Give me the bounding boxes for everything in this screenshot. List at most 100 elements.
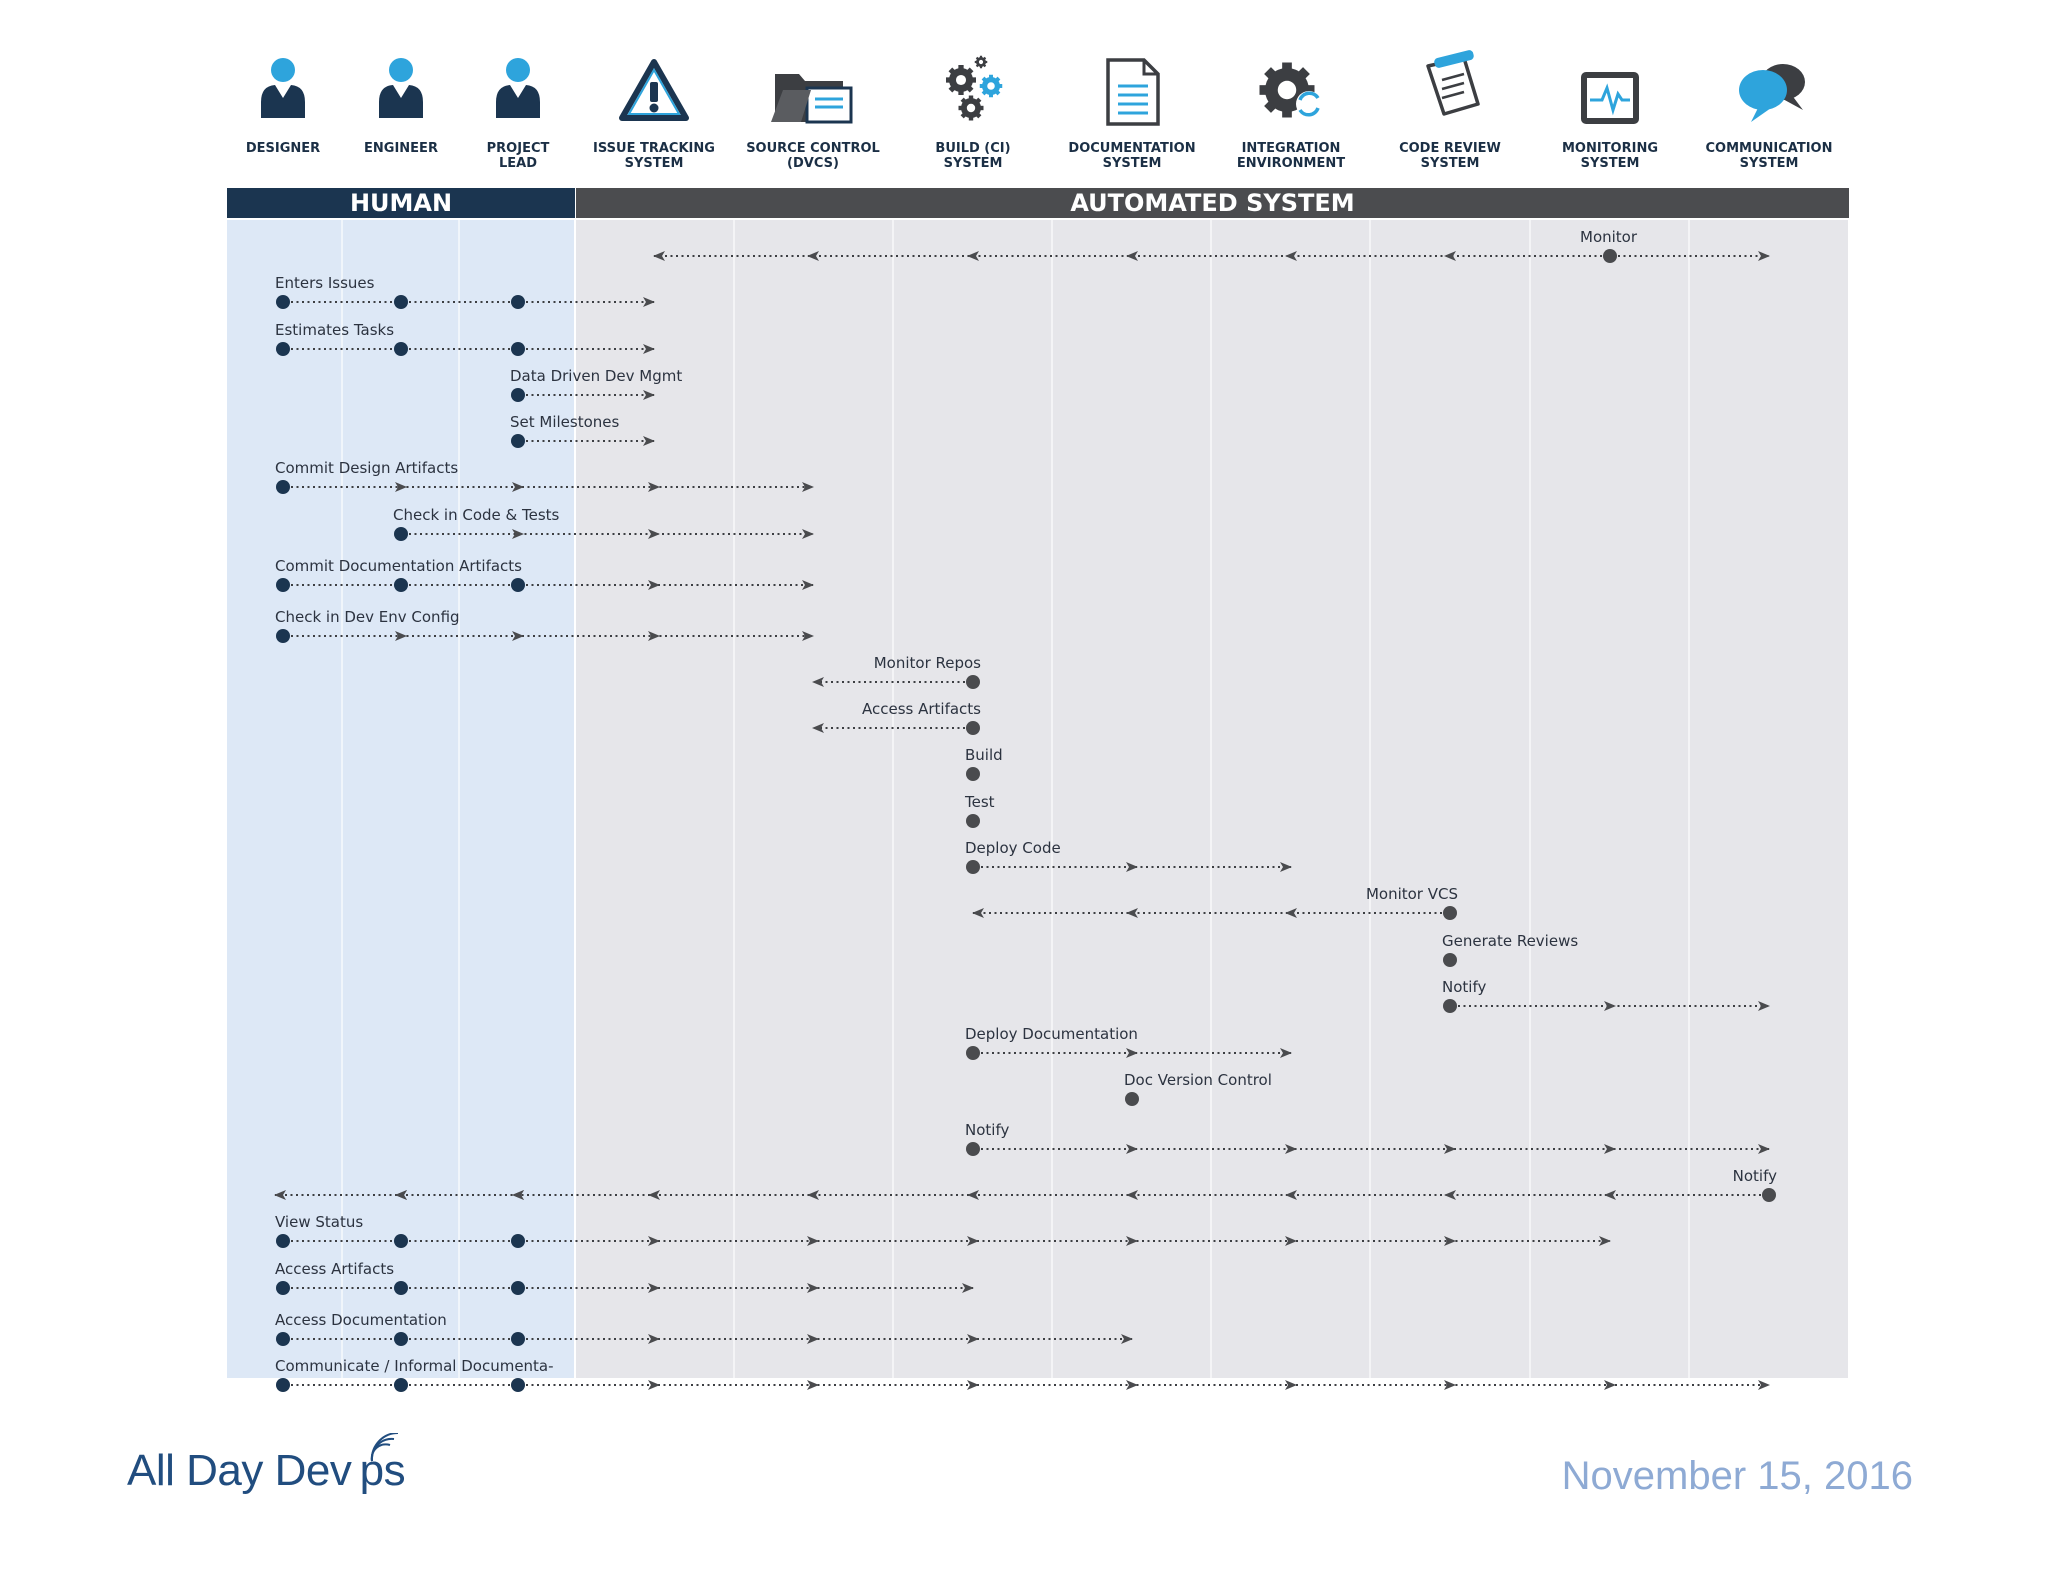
step-dot [966, 814, 980, 828]
step-dot [511, 1234, 525, 1248]
step-dot [1443, 999, 1457, 1013]
folder-icon [771, 74, 853, 124]
actor-label: BUILD (CI) SYSTEM [935, 141, 1011, 171]
flow-arrowhead [648, 1380, 660, 1390]
flow-arrowhead [1285, 1380, 1297, 1390]
flow-arrowhead [1126, 251, 1138, 261]
flow-arrowhead [1604, 1144, 1616, 1154]
actor-label: DESIGNER [245, 141, 321, 156]
step-dot [511, 342, 525, 356]
step-label: Access Documentation [275, 1311, 447, 1329]
flow-arrowhead [967, 1334, 979, 1344]
actor-label: PROJECT LEAD [486, 141, 550, 171]
flow-arrowhead [395, 631, 407, 641]
step-label: Generate Reviews [1442, 932, 1579, 950]
flow-arrowhead [648, 529, 660, 539]
gear-refresh-icon [1259, 62, 1322, 118]
step-dot [511, 1378, 525, 1392]
step-dot [966, 1142, 980, 1156]
step-dot [276, 1234, 290, 1248]
step-label: Set Milestones [510, 413, 620, 431]
person-icon [496, 58, 540, 118]
step-dot [276, 629, 290, 643]
step-label: Enters Issues [275, 274, 375, 292]
step-dot [1603, 249, 1617, 263]
step-label: Notify [965, 1121, 1010, 1139]
step-label: Test [965, 793, 995, 811]
flow-arrowhead [512, 529, 524, 539]
step-dot [394, 1281, 408, 1295]
flow-arrowhead [807, 251, 819, 261]
step-dot [394, 578, 408, 592]
signal-arcs-icon [370, 1433, 399, 1462]
step-label: Access Artifacts [861, 700, 981, 718]
step-dot [394, 1378, 408, 1392]
flow-arrowhead [807, 1236, 819, 1246]
step-dot [1125, 1092, 1139, 1106]
flow-arrowhead [1604, 1380, 1616, 1390]
flow-arrowhead [967, 1380, 979, 1390]
step-dot [511, 1281, 525, 1295]
actor-label: DOCUMENTATION SYSTEM [1068, 141, 1196, 171]
step-label: Monitor [1580, 228, 1638, 246]
step-dot [511, 388, 525, 402]
flow-arrowhead [807, 1334, 819, 1344]
flow-arrowhead [1126, 1380, 1138, 1390]
flow-arrowhead [807, 1380, 819, 1390]
flow-arrowhead [1285, 1236, 1297, 1246]
step-dot [276, 1378, 290, 1392]
flow-arrowhead [1444, 1236, 1456, 1246]
step-dot [1443, 953, 1457, 967]
flow-arrowhead [1444, 1190, 1456, 1200]
flow-arrowhead [1126, 1190, 1138, 1200]
step-dot [511, 434, 525, 448]
presentation-date: November 15, 2016 [1561, 1454, 1913, 1498]
step-dot [1762, 1188, 1776, 1202]
band-human: HUMAN [227, 188, 575, 218]
flow-arrowhead [1285, 251, 1297, 261]
actor-label: COMMUNICATION SYSTEM [1705, 141, 1833, 171]
flow-arrowhead [1126, 862, 1138, 872]
step-label: Estimates Tasks [275, 321, 395, 339]
flow-arrowhead [1444, 251, 1456, 261]
step-dot [276, 342, 290, 356]
human-lane-background [227, 220, 575, 1378]
flow-arrowhead [967, 251, 979, 261]
flow-arrowhead [648, 1283, 660, 1293]
step-dot [276, 295, 290, 309]
band-automated-system: AUTOMATED SYSTEM [576, 188, 1849, 218]
speech-bubbles-icon [1739, 64, 1805, 122]
flow-arrowhead [648, 1236, 660, 1246]
step-label: Deploy Documentation [965, 1025, 1138, 1043]
step-dot [1443, 906, 1457, 920]
step-label: Notify [1442, 978, 1487, 996]
flow-arrowhead [1444, 1144, 1456, 1154]
flow-arrowhead [1126, 908, 1138, 918]
step-label: Monitor VCS [1365, 885, 1458, 903]
flow-arrowhead [807, 1190, 819, 1200]
flow-arrowhead [1604, 1190, 1616, 1200]
person-icon [379, 58, 423, 118]
step-label: Access Artifacts [275, 1260, 395, 1278]
step-dot [966, 860, 980, 874]
flow-arrowhead [1444, 1380, 1456, 1390]
person-icon [261, 58, 305, 118]
step-dot [394, 527, 408, 541]
step-dot [966, 721, 980, 735]
step-label: Communicate / Informal Documenta- [275, 1357, 554, 1375]
actor-label: INTEGRATION ENVIRONMENT [1236, 141, 1346, 171]
flow-arrowhead [395, 1190, 407, 1200]
step-label: Check in Code & Tests [393, 506, 560, 524]
step-label: Commit Documentation Artifacts [275, 557, 522, 575]
actor-label: ENGINEER [364, 141, 438, 156]
warning-triangle-icon [619, 59, 689, 121]
step-dot [511, 295, 525, 309]
flow-arrowhead [967, 1236, 979, 1246]
gears-icon [946, 55, 1003, 121]
actor-label: ISSUE TRACKING SYSTEM [593, 141, 715, 171]
step-label: Monitor Repos [873, 654, 981, 672]
flow-arrowhead [648, 482, 660, 492]
flow-arrowhead [1285, 1190, 1297, 1200]
flow-arrowhead [1285, 908, 1297, 918]
